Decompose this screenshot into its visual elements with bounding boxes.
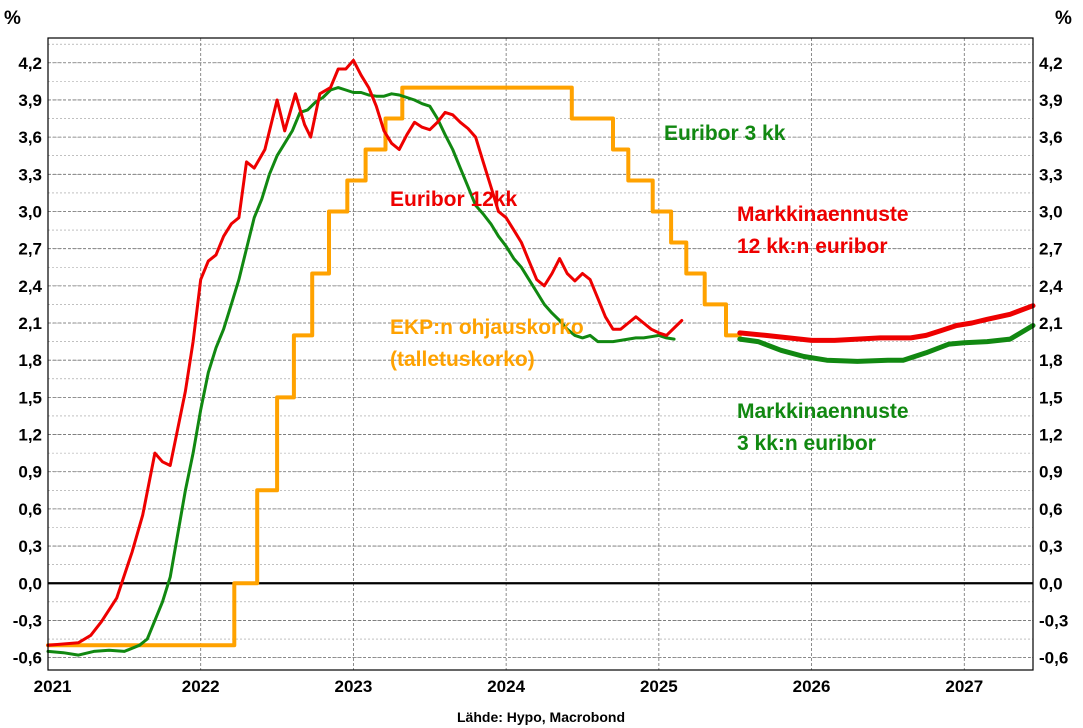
x-tick-label: 2024 <box>487 677 525 696</box>
y-tick-label-right: 4,2 <box>1039 54 1063 73</box>
gridlines <box>48 38 1033 670</box>
source-note: Lähde: Hypo, Macrobond <box>457 709 625 725</box>
y-tick-label-right: 0,0 <box>1039 574 1063 593</box>
series-line-4 <box>737 303 1036 343</box>
y-tick-label-left: -0,3 <box>13 611 42 630</box>
unit-right: % <box>1055 8 1072 29</box>
annotation-label: 12 kk:n euribor <box>737 235 888 258</box>
y-tick-label-right: 2,7 <box>1039 240 1063 259</box>
annotation-label: Euribor 12kk <box>390 188 518 211</box>
y-tick-label-left: 2,4 <box>18 277 42 296</box>
y-tick-label-right: -0,3 <box>1039 611 1068 630</box>
y-tick-label-right: 0,9 <box>1039 463 1063 482</box>
annotation-label: Euribor 3 kk <box>664 122 786 145</box>
x-tick-label: 2022 <box>182 677 220 696</box>
y-tick-label-right: 0,6 <box>1039 500 1063 519</box>
annotation-label: 3 kk:n euribor <box>737 432 876 455</box>
y-tick-label-left: 3,9 <box>18 91 42 110</box>
x-tick-label: 2025 <box>640 677 678 696</box>
y-tick-label-left: 2,7 <box>18 240 42 259</box>
y-tick-label-left: 1,5 <box>18 388 42 407</box>
x-ticks: 2021 2022 2023 2024 2025 2026 2027 <box>34 677 984 696</box>
annotation-label: Markkinaennuste <box>737 203 909 226</box>
x-tick-label: 2026 <box>793 677 831 696</box>
y-tick-label-left: 3,0 <box>18 202 42 221</box>
y-tick-label-right: 0,3 <box>1039 537 1063 556</box>
y-tick-label-right: 3,0 <box>1039 202 1063 221</box>
y-tick-label-right: 3,3 <box>1039 165 1063 184</box>
plot-frame <box>47 37 1034 671</box>
y-tick-label-left: 0,3 <box>18 537 42 556</box>
y-tick-label-left: 0,0 <box>18 574 42 593</box>
series-lines <box>46 58 1036 657</box>
y-tick-label-right: 3,9 <box>1039 91 1063 110</box>
series-line-3 <box>46 85 742 648</box>
y-tick-label-left: 4,2 <box>18 54 42 73</box>
y-tick-label-right: 3,6 <box>1039 128 1063 147</box>
annotation-label: (talletuskorko) <box>390 348 535 371</box>
y-ticks-left: -0,6 -0,3 0,0 0,3 0,6 0,9 1,2 1,5 1,8 2,1 2,4 2,7 3,… <box>13 54 43 668</box>
y-tick-label-left: -0,6 <box>13 649 42 668</box>
series-line-1 <box>46 58 684 647</box>
annotations: Euribor 3 kk Euribor 12kk Markkinaennuste 1… <box>390 122 909 455</box>
y-tick-label-left: 0,9 <box>18 463 42 482</box>
y-tick-label-left: 2,1 <box>18 314 42 333</box>
series-line-5 <box>737 323 1036 364</box>
x-tick-label: 2023 <box>335 677 373 696</box>
y-tick-label-right: 2,1 <box>1039 314 1063 333</box>
y-tick-label-right: 1,5 <box>1039 388 1063 407</box>
y-tick-label-left: 3,3 <box>18 165 42 184</box>
y-tick-label-right: 1,8 <box>1039 351 1063 370</box>
y-tick-label-left: 3,6 <box>18 128 42 147</box>
y-tick-label-left: 0,6 <box>18 500 42 519</box>
series-line-2 <box>46 86 676 657</box>
y-ticks-right: -0,6 -0,3 0,0 0,3 0,6 0,9 1,2 1,5 1,8 2,1 2,4 2,7 3,… <box>1039 54 1068 668</box>
y-tick-label-left: 1,2 <box>18 426 42 445</box>
y-tick-label-right: -0,6 <box>1039 649 1068 668</box>
annotation-label: Markkinaennuste <box>737 400 909 423</box>
x-tick-label: 2027 <box>945 677 983 696</box>
x-tick-label: 2021 <box>34 677 72 696</box>
annotation-label: EKP:n ohjauskorko <box>390 316 584 339</box>
y-tick-label-right: 2,4 <box>1039 277 1063 296</box>
unit-left: % <box>4 8 21 29</box>
y-tick-label-left: 1,8 <box>18 351 42 370</box>
y-tick-label-right: 1,2 <box>1039 426 1063 445</box>
